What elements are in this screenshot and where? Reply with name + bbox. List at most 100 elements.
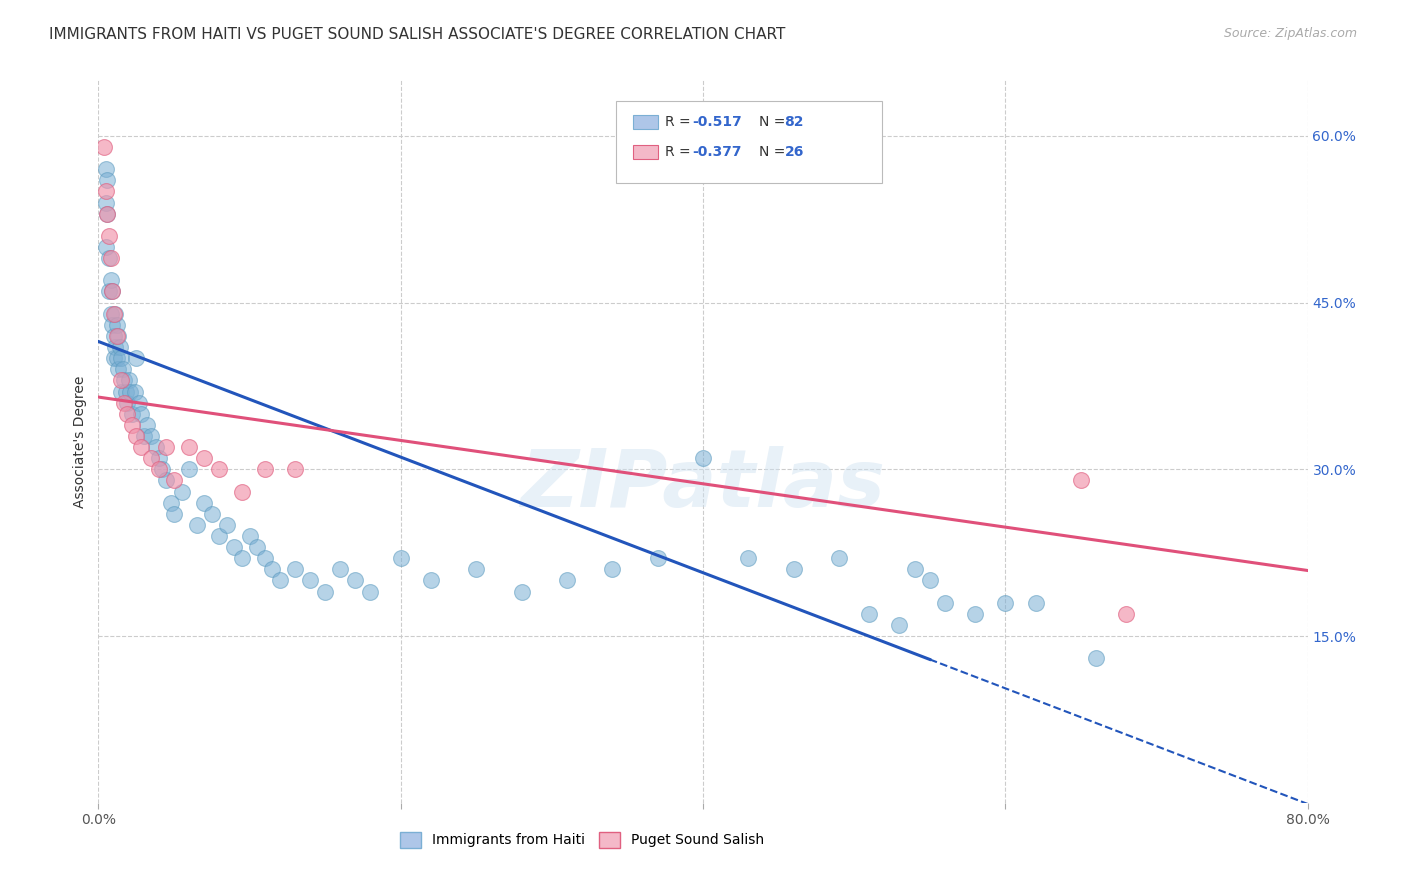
Point <box>110 351 132 366</box>
Point <box>344 574 367 588</box>
Text: R =: R = <box>665 145 695 159</box>
Point <box>100 273 122 287</box>
Point <box>150 462 173 476</box>
Text: -0.377: -0.377 <box>692 145 741 159</box>
Point <box>1115 607 1137 621</box>
Point <box>737 551 759 566</box>
Point <box>96 173 118 187</box>
Point <box>253 551 276 566</box>
Point <box>93 140 115 154</box>
Point <box>145 440 167 454</box>
Point <box>201 507 224 521</box>
Point <box>160 496 183 510</box>
Point <box>94 162 117 177</box>
Point <box>155 440 177 454</box>
Point <box>103 307 125 321</box>
Point <box>104 340 127 354</box>
Point <box>155 474 177 488</box>
Point <box>107 329 129 343</box>
Legend: Immigrants from Haiti, Puget Sound Salish: Immigrants from Haiti, Puget Sound Salis… <box>401 832 763 848</box>
Point <box>100 251 122 265</box>
Point <box>253 462 276 476</box>
Point <box>129 440 152 454</box>
Text: ZIPatlas: ZIPatlas <box>520 446 886 524</box>
Point <box>231 484 253 499</box>
Point <box>510 584 533 599</box>
Point <box>101 285 124 299</box>
Point <box>828 551 851 566</box>
Point <box>128 395 150 409</box>
Text: R =: R = <box>665 115 695 129</box>
Point <box>299 574 322 588</box>
Point <box>110 384 132 399</box>
Point <box>141 451 163 466</box>
Point <box>107 362 129 376</box>
Point <box>110 373 132 387</box>
Point <box>904 562 927 576</box>
Point <box>314 584 336 599</box>
Point <box>129 407 152 421</box>
Point <box>103 329 125 343</box>
Text: Source: ZipAtlas.com: Source: ZipAtlas.com <box>1223 27 1357 40</box>
Point <box>1070 474 1092 488</box>
Point <box>115 407 138 421</box>
Point <box>193 451 215 466</box>
Point <box>389 551 412 566</box>
Text: -0.517: -0.517 <box>692 115 741 129</box>
Point <box>215 517 238 532</box>
Point <box>100 307 122 321</box>
Point <box>965 607 987 621</box>
Point <box>112 373 135 387</box>
Point <box>692 451 714 466</box>
Point <box>135 417 157 432</box>
Point <box>141 429 163 443</box>
Point <box>1085 651 1108 665</box>
Point <box>105 329 128 343</box>
Point <box>148 462 170 476</box>
Text: 82: 82 <box>785 115 804 129</box>
Point <box>186 517 208 532</box>
Text: N =: N = <box>759 145 790 159</box>
Point <box>231 551 253 566</box>
Point <box>420 574 443 588</box>
Point <box>96 207 118 221</box>
Point <box>783 562 806 576</box>
Point <box>284 562 307 576</box>
Point <box>193 496 215 510</box>
Point <box>111 362 134 376</box>
Point <box>112 395 135 409</box>
Point <box>94 185 117 199</box>
Point <box>934 596 956 610</box>
Point <box>329 562 352 576</box>
Point <box>98 228 121 243</box>
Point <box>121 407 143 421</box>
Point <box>124 384 146 399</box>
Point <box>1024 596 1046 610</box>
Point <box>602 562 624 576</box>
Point <box>148 451 170 466</box>
Text: N =: N = <box>759 115 790 129</box>
Point <box>115 395 138 409</box>
Point <box>120 384 142 399</box>
Point <box>163 507 186 521</box>
Text: IMMIGRANTS FROM HAITI VS PUGET SOUND SALISH ASSOCIATE'S DEGREE CORRELATION CHART: IMMIGRANTS FROM HAITI VS PUGET SOUND SAL… <box>49 27 786 42</box>
Point <box>889 618 911 632</box>
Point <box>104 307 127 321</box>
Point <box>98 285 121 299</box>
Y-axis label: Associate's Degree: Associate's Degree <box>73 376 87 508</box>
Point <box>239 529 262 543</box>
Point <box>125 429 148 443</box>
Point <box>94 195 117 210</box>
Point <box>101 285 124 299</box>
Point <box>105 318 128 332</box>
Point <box>132 429 155 443</box>
Point <box>108 340 131 354</box>
Point <box>246 540 269 554</box>
Point <box>224 540 246 554</box>
Point <box>465 562 488 576</box>
Point <box>208 529 231 543</box>
Point <box>208 462 231 476</box>
Point <box>994 596 1017 610</box>
Point <box>170 484 193 499</box>
Point <box>98 251 121 265</box>
